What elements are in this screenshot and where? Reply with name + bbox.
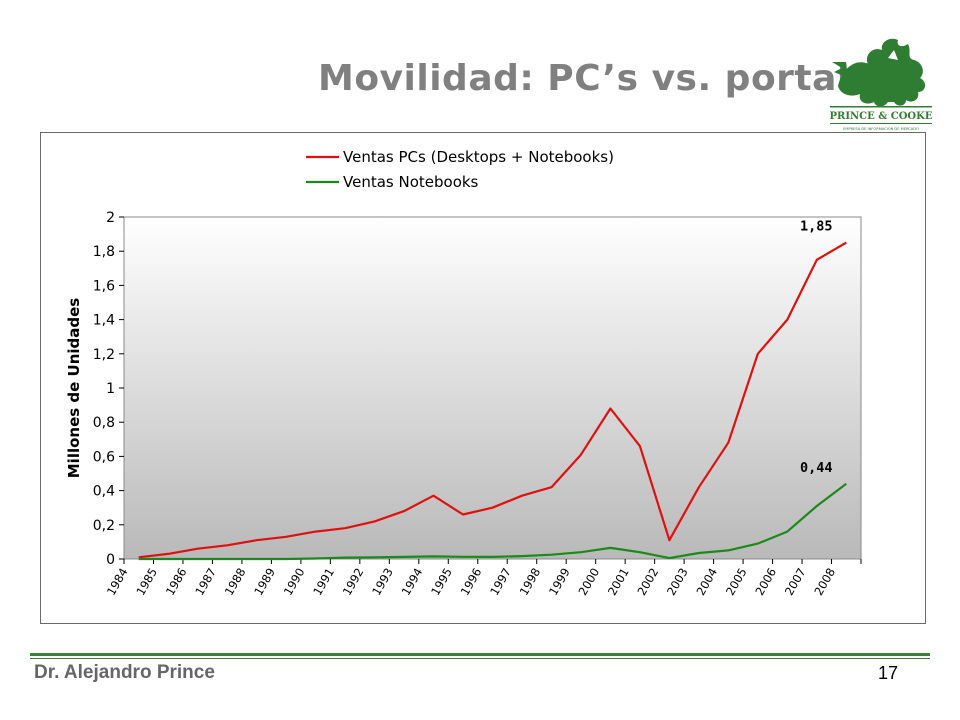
x-tick-label: 1984 bbox=[104, 566, 131, 598]
logo-subtext: EMPRESA DE INFORMACION DE MERCADO bbox=[843, 127, 919, 131]
legend-label: Ventas PCs (Desktops + Notebooks) bbox=[343, 148, 614, 166]
x-tick-label: 2006 bbox=[752, 566, 779, 598]
footer-author: Dr. Alejandro Prince bbox=[34, 662, 215, 683]
page-number: 17 bbox=[878, 663, 899, 683]
y-tick-label: 0,6 bbox=[93, 449, 115, 465]
y-tick-label: 0 bbox=[106, 552, 115, 568]
x-tick-label: 1989 bbox=[251, 566, 278, 598]
series-line-0 bbox=[138, 241, 847, 559]
data-label: 1,85 bbox=[800, 219, 833, 235]
x-tick-label: 1991 bbox=[310, 566, 337, 598]
prince-cooke-logo: PRINCE & COOKE EMPRESA DE INFORMACION DE… bbox=[828, 28, 934, 134]
x-tick-label: 2007 bbox=[782, 566, 809, 598]
x-tick-label: 1997 bbox=[487, 566, 514, 598]
x-tick-label: 1993 bbox=[369, 566, 396, 598]
slide-title: Movilidad: PC’s vs. portables bbox=[318, 58, 923, 99]
x-tick-label: 2004 bbox=[693, 566, 720, 598]
footer-rule bbox=[30, 653, 930, 656]
x-tick-label: 2000 bbox=[576, 566, 603, 598]
x-tick-label: 1986 bbox=[163, 566, 190, 598]
y-tick-label: 0,2 bbox=[93, 518, 115, 534]
footer-rule-thin bbox=[30, 658, 930, 659]
x-tick-label: 1999 bbox=[546, 566, 573, 598]
x-tick-label: 2003 bbox=[664, 566, 691, 598]
x-tick-label: 2005 bbox=[723, 566, 750, 598]
data-label: 0,44 bbox=[800, 460, 833, 476]
logo-text: PRINCE & COOKE bbox=[830, 111, 933, 122]
y-tick-label: 1,2 bbox=[93, 347, 115, 363]
x-tick-label: 2002 bbox=[634, 566, 661, 598]
y-tick-label: 0,8 bbox=[93, 415, 115, 431]
y-tick-label: 1,8 bbox=[93, 244, 115, 260]
series-line-1 bbox=[138, 482, 847, 561]
x-tick-label: 2008 bbox=[811, 566, 838, 598]
x-tick-label: 1988 bbox=[222, 566, 249, 598]
y-tick-label: 0,4 bbox=[93, 484, 115, 500]
y-tick-label: 1,4 bbox=[93, 313, 115, 329]
x-tick-label: 1992 bbox=[340, 566, 367, 598]
x-tick-label: 1998 bbox=[517, 566, 544, 598]
plot-area bbox=[123, 216, 862, 560]
chart-frame: 0 0,2 0,4 0,6 0,8 1 1,2 1,4 1,6 1,8 2 1984 1985 1986 1… bbox=[40, 132, 926, 624]
y-tick-label: 2 bbox=[106, 210, 115, 226]
x-tick-label: 1996 bbox=[458, 566, 485, 598]
y-axis-label: Millones de Unidades bbox=[65, 298, 83, 479]
y-tick-label: 1,6 bbox=[93, 278, 115, 294]
x-tick-label: 1990 bbox=[281, 566, 308, 598]
x-tick-label: 1994 bbox=[399, 566, 426, 598]
y-tick-label: 1 bbox=[106, 381, 115, 397]
x-tick-label: 1987 bbox=[192, 566, 219, 598]
x-tick-label: 1985 bbox=[133, 566, 160, 598]
dragon-icon: PRINCE & COOKE EMPRESA DE INFORMACION DE… bbox=[830, 38, 933, 131]
legend-label: Ventas Notebooks bbox=[343, 173, 479, 191]
x-tick-label: 2001 bbox=[605, 566, 632, 598]
x-tick-label: 1995 bbox=[428, 566, 455, 598]
